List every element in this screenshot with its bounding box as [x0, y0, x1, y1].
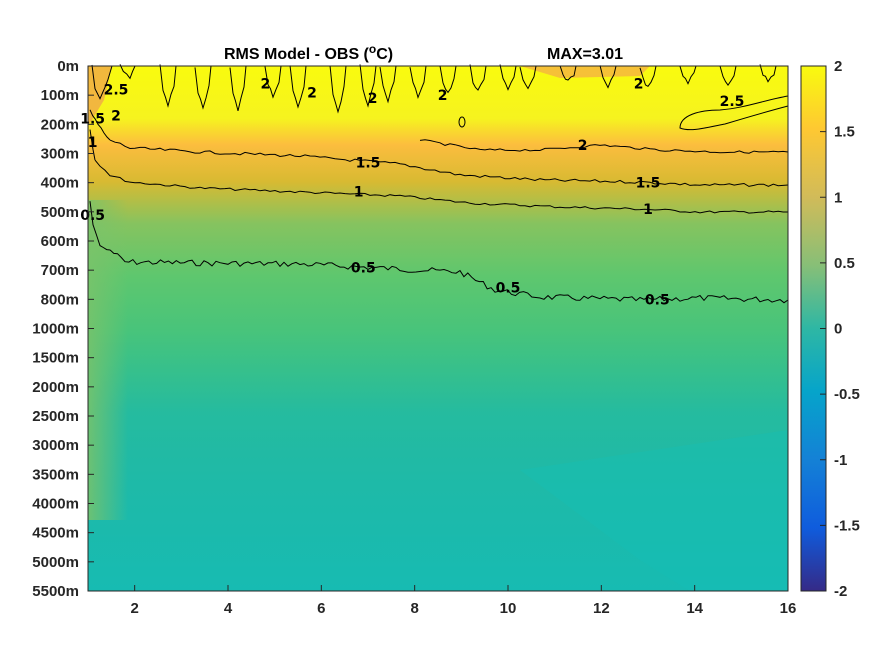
- colorbar-tick-label: -0.5: [834, 386, 860, 403]
- contour-line-2: [458, 116, 466, 128]
- contour-label: 0.5: [496, 281, 521, 297]
- contour-label: 2: [307, 85, 317, 101]
- y-tick-label: 200m: [41, 116, 79, 133]
- contour-line-2: [194, 65, 212, 110]
- x-axis: 2 4 6 8 10 12 14 16: [130, 585, 796, 617]
- contour-line-2: [289, 65, 307, 109]
- colorbar: 2 1.5 1 0.5 0 -0.5 -1 -1.5 -2: [800, 58, 860, 600]
- contour-line-2: [329, 65, 347, 114]
- x-tick-label: 16: [780, 600, 797, 617]
- contour-line-2: [264, 65, 282, 99]
- heatmap-field: [88, 66, 788, 591]
- contour-label: 1.5: [636, 176, 661, 192]
- contour-label: 2: [368, 91, 378, 107]
- contour-label: 0.5: [351, 260, 376, 276]
- contour-label: 0.5: [80, 208, 105, 224]
- contour-line-2: [559, 65, 577, 81]
- contour-label: 2: [634, 77, 644, 93]
- y-tick-label: 400m: [41, 175, 79, 192]
- contour-line-2: [639, 65, 657, 87]
- contour-label: 1: [643, 202, 653, 218]
- y-tick-label: 3500m: [32, 466, 79, 483]
- y-tick-label: 500m: [41, 204, 79, 221]
- x-tick-label: 14: [686, 600, 703, 617]
- x-tick-label: 4: [224, 600, 233, 617]
- contour-line-2: [719, 65, 737, 86]
- y-tick-label: 0m: [57, 58, 79, 75]
- contour-line-2: [379, 65, 397, 104]
- contour-label: 1.5: [356, 155, 381, 171]
- contour-line-2.5: [91, 64, 113, 100]
- y-tick-label: 700m: [41, 262, 79, 279]
- left-edge-shading: [88, 200, 128, 520]
- y-tick-label: 300m: [41, 146, 79, 163]
- colorbar-tick-label: -1.5: [834, 517, 860, 534]
- y-tick-label: 3000m: [32, 437, 79, 454]
- lower-right-shading: [520, 430, 788, 591]
- colorbar-tick-label: 1.5: [834, 124, 855, 141]
- y-tick-label: 5000m: [32, 554, 79, 571]
- x-tick-label: 8: [410, 600, 418, 617]
- colorbar-tick-label: -2: [834, 583, 847, 600]
- contour-line-2: [599, 65, 617, 89]
- contour-line-2: [419, 139, 789, 154]
- x-tick-label: 6: [317, 600, 325, 617]
- top-warm-patch: [520, 66, 650, 78]
- contour-line-0.5: [89, 201, 111, 251]
- y-tick-label: 4000m: [32, 496, 79, 513]
- y-tick-label: 4500m: [32, 525, 79, 542]
- contour-line-2: [439, 65, 457, 94]
- colorbar-ticks: 2 1.5 1 0.5 0 -0.5 -1 -1.5 -2: [820, 58, 860, 600]
- chart-title: RMS Model - OBS (oC): [224, 42, 393, 63]
- colorbar-tick-label: -1: [834, 452, 847, 469]
- contour-label: 1: [354, 184, 364, 200]
- contour-labels: 2.5 2.5 2 2 2 2 2 2 2 1.5 1.5 1.5 1 1 1 0.5 0.5 0.5 0.5: [80, 77, 744, 309]
- contour-label: 0.5: [645, 292, 670, 308]
- colorbar-tick-label: 0: [834, 321, 842, 338]
- y-tick-label: 100m: [41, 87, 79, 104]
- contour-label: 2: [260, 77, 270, 93]
- y-tick-label: 2000m: [32, 379, 79, 396]
- contour-line-2: [119, 64, 136, 80]
- contour-line-2: [679, 65, 697, 85]
- y-tick-label: 800m: [41, 291, 79, 308]
- contour-label: 2: [111, 109, 121, 125]
- contour-label: 2.5: [104, 82, 129, 98]
- contour-line-2: [229, 65, 247, 112]
- contour-line-2: [469, 64, 487, 91]
- contour-label: 1.5: [80, 112, 105, 128]
- colorbar-tick-label: 1: [834, 189, 842, 206]
- y-tick-label: 600m: [41, 233, 79, 250]
- contour-label: 2: [438, 88, 448, 104]
- contour-line-1.5: [89, 109, 111, 141]
- y-tick-label: 5500m: [32, 583, 79, 600]
- contour-line-2: [409, 65, 427, 99]
- max-label: MAX=3.01: [547, 46, 623, 63]
- contour-line-2: [759, 64, 777, 83]
- x-tick-label: 10: [500, 600, 517, 617]
- y-tick-label: 1000m: [32, 321, 79, 338]
- colorbar-tick-label: 0.5: [834, 255, 855, 272]
- contour-label: 2.5: [720, 94, 745, 110]
- contour-label: 1: [88, 135, 98, 151]
- plot-area: 2.5 2.5 2 2 2 2 2 2 2 1.5 1.5 1.5 1 1 1 0.5 0.5 0.5 0.5: [80, 64, 789, 592]
- contour-lines: [89, 64, 789, 304]
- contour-line-2: [359, 64, 377, 108]
- contour-line-2: [519, 65, 537, 90]
- contour-line-0.5: [109, 249, 789, 304]
- y-tick-label: 1500m: [32, 350, 79, 367]
- contour-line-1: [94, 159, 788, 214]
- contour-line-1.5: [109, 139, 789, 187]
- x-tick-label: 12: [593, 600, 610, 617]
- y-tick-label: 2500m: [32, 408, 79, 425]
- contour-line-1: [89, 129, 96, 161]
- y-axis: 0m 100m 200m 300m 400m 500m 600m 700m 800m 1000m 1…: [32, 58, 94, 600]
- contour-label: 2: [578, 138, 588, 154]
- x-tick-label: 2: [130, 600, 138, 617]
- colorbar-tick-label: 2: [834, 58, 842, 75]
- contour-line-2: [159, 64, 177, 108]
- contour-line-2: [499, 64, 517, 91]
